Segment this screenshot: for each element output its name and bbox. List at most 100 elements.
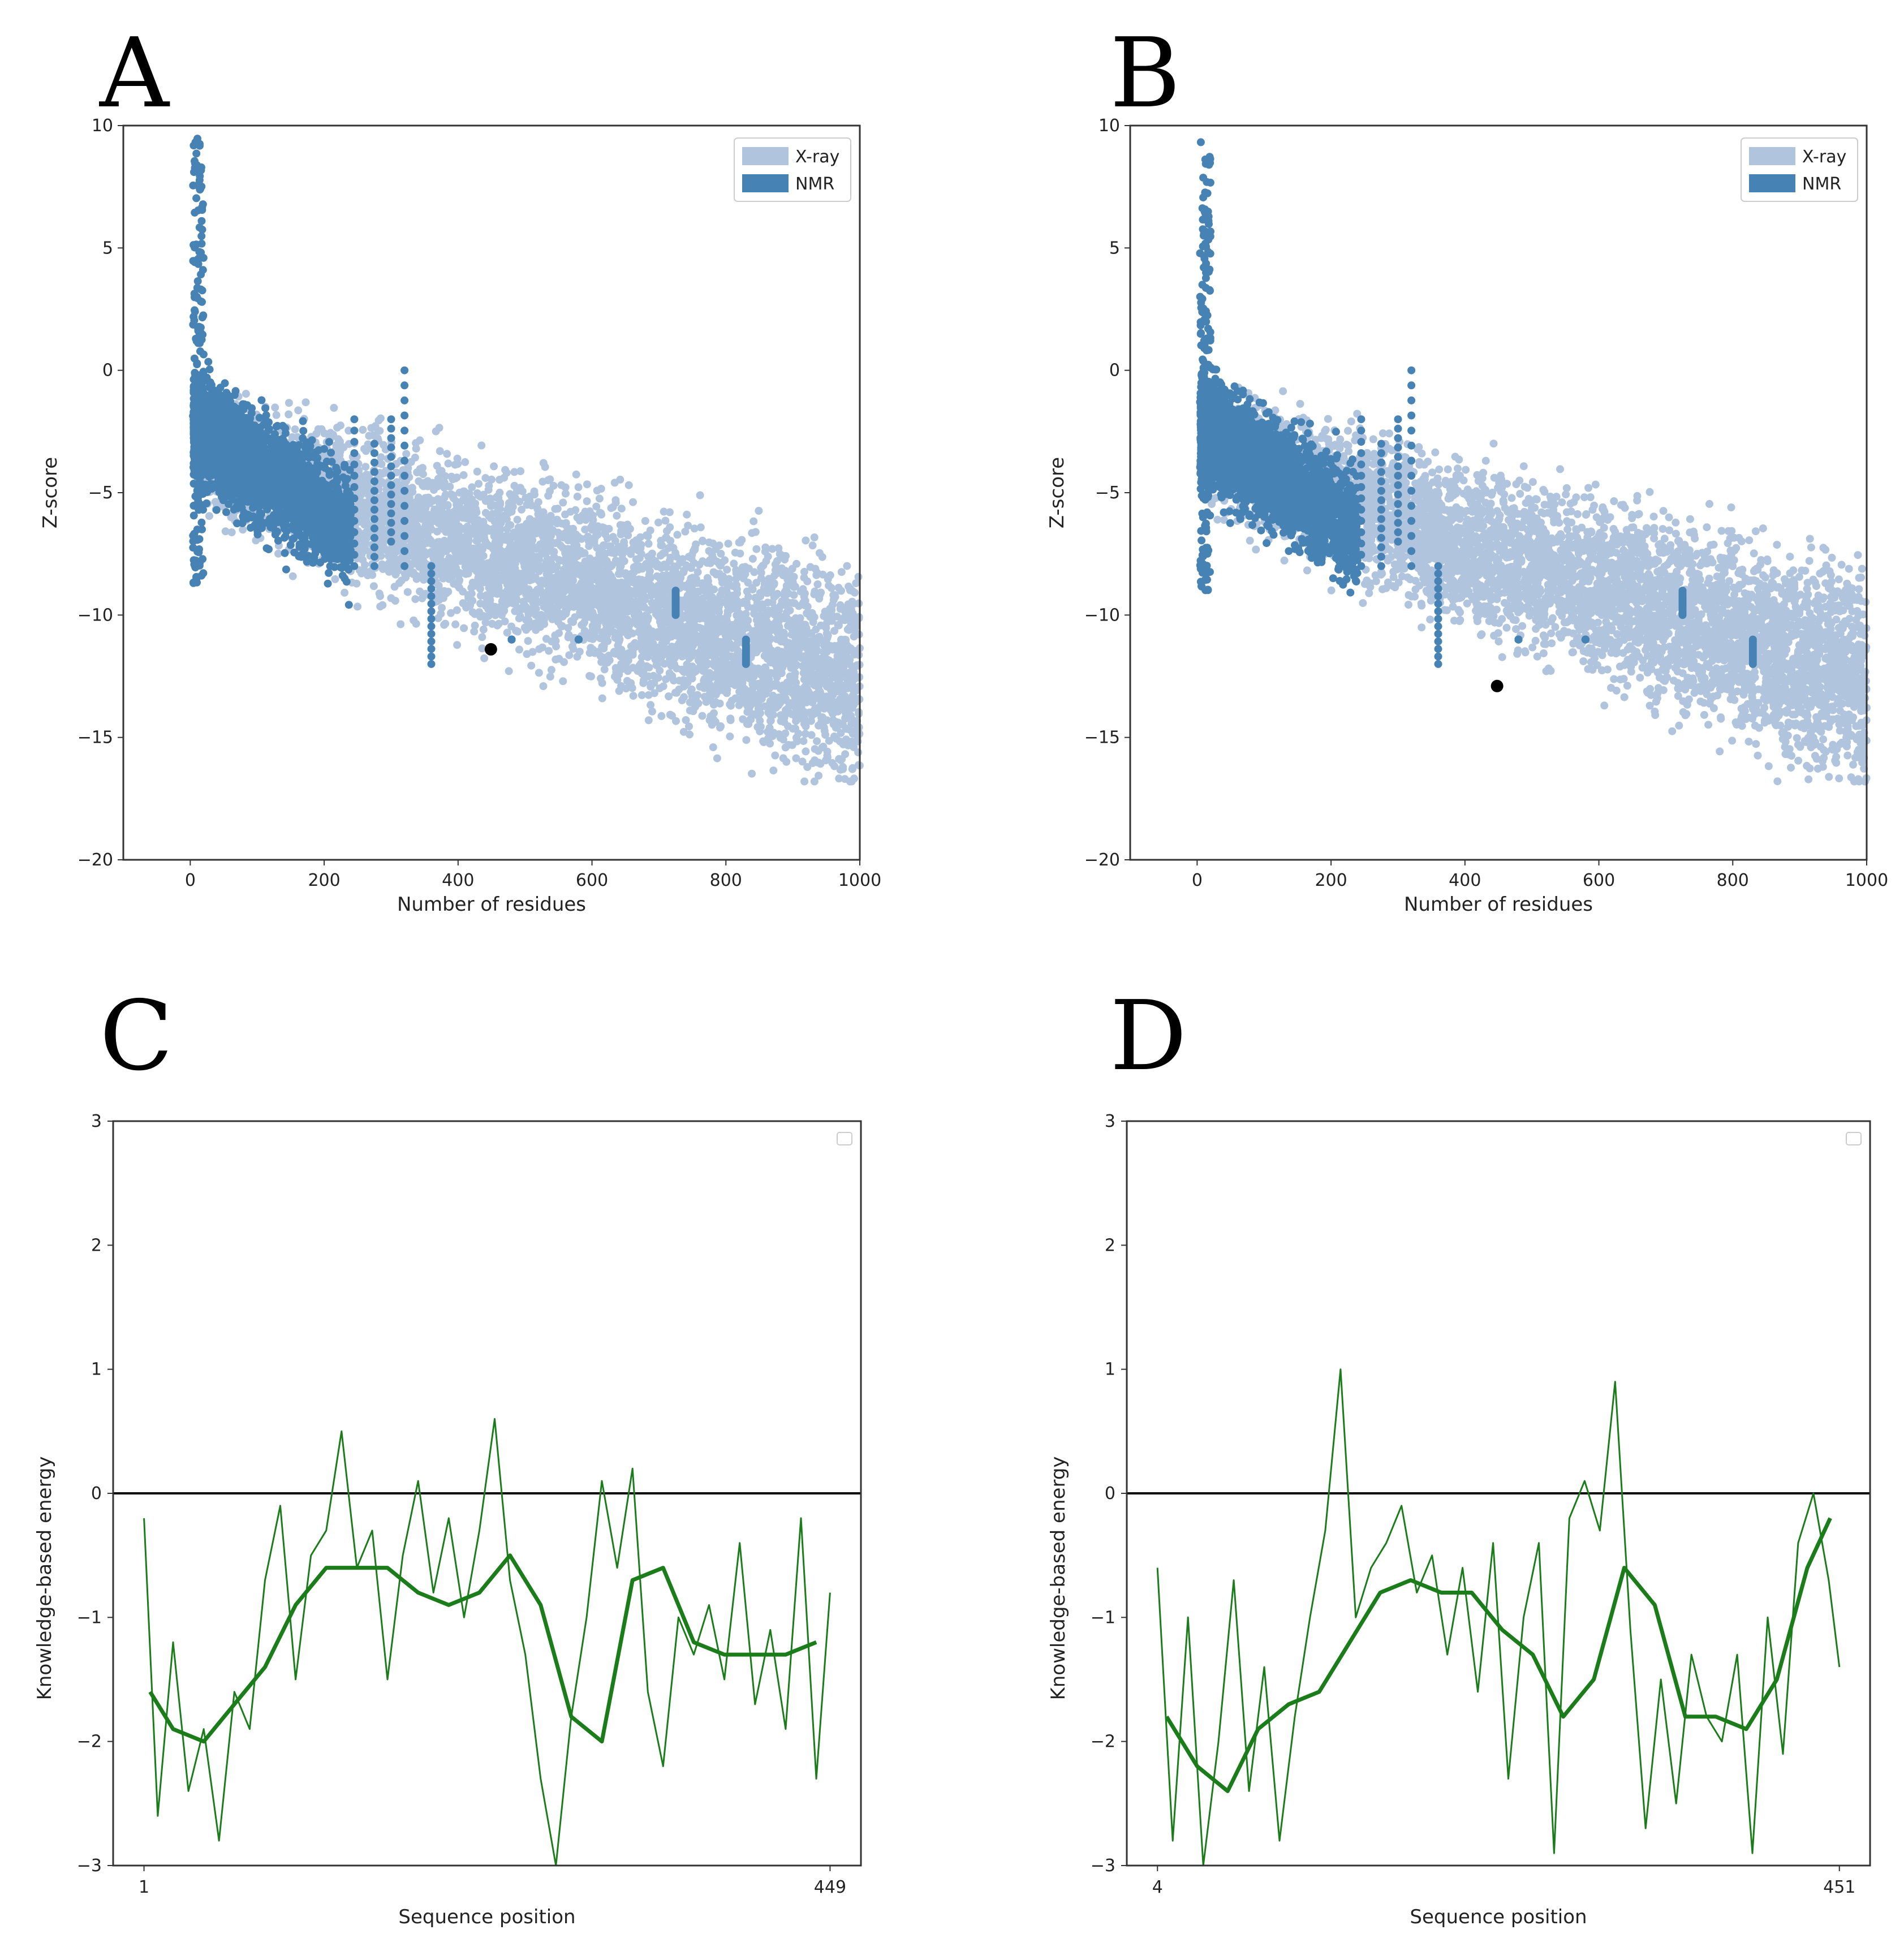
xray-point	[673, 531, 682, 539]
xray-point	[634, 667, 642, 675]
xray-point	[790, 572, 798, 581]
xray-point	[589, 511, 597, 520]
xray-point	[515, 614, 523, 623]
xray-point	[845, 624, 853, 632]
xray-point	[486, 494, 494, 503]
xray-point	[227, 528, 236, 536]
xray-point	[733, 611, 741, 619]
xray-point	[837, 587, 845, 595]
xray-point	[807, 731, 816, 739]
xray-point	[706, 593, 714, 602]
xray-point	[768, 681, 776, 690]
xray-point	[575, 648, 584, 656]
xray-point	[695, 612, 704, 621]
xray-point	[587, 672, 595, 680]
xray-point	[638, 646, 647, 654]
xray-point	[749, 517, 758, 525]
xray-point	[436, 501, 444, 510]
xray-point	[847, 617, 855, 626]
xray-point	[825, 736, 833, 745]
xray-point	[471, 621, 479, 630]
xray-point	[721, 556, 729, 565]
xray-point	[443, 450, 451, 458]
xray-point	[817, 621, 825, 630]
xray-point	[412, 619, 420, 628]
xray-point	[756, 722, 765, 731]
xray-point	[607, 504, 615, 512]
xray-point	[359, 547, 367, 555]
xray-point	[453, 501, 461, 509]
xray-point	[755, 507, 763, 515]
xray-point	[662, 563, 671, 571]
xray-point	[826, 571, 834, 579]
xray-point	[451, 460, 459, 469]
xray-point	[464, 497, 473, 506]
xray-point	[484, 486, 493, 494]
xray-point	[374, 416, 383, 425]
xray-point	[854, 748, 863, 757]
xray-point	[828, 759, 837, 767]
xray-point	[834, 621, 842, 629]
xray-point	[750, 640, 758, 649]
xray-point	[530, 487, 539, 496]
xray-point	[601, 549, 610, 558]
xray-point	[461, 458, 469, 466]
xray-point	[546, 603, 554, 611]
xray-point	[429, 479, 437, 487]
xray-point	[397, 620, 405, 628]
xray-point	[644, 716, 653, 725]
xray-point	[837, 568, 846, 576]
xray-point	[657, 712, 666, 720]
xray-point	[671, 575, 679, 584]
xray-point	[533, 504, 542, 512]
xray-point	[736, 549, 744, 558]
xray-point	[511, 564, 519, 572]
xray-point	[597, 485, 605, 493]
xray-point	[802, 747, 810, 756]
xray-point	[797, 654, 805, 662]
xray-point	[617, 626, 625, 634]
xray-point	[622, 547, 630, 555]
xray-point	[757, 568, 765, 577]
xray-point	[527, 661, 536, 670]
xray-point	[709, 568, 718, 576]
xray-point	[748, 769, 756, 778]
xray-point	[726, 700, 734, 709]
xray-point	[301, 398, 310, 407]
xray-point	[765, 645, 774, 653]
xray-point	[843, 562, 851, 570]
xray-point	[762, 557, 770, 565]
xray-point	[557, 580, 565, 589]
xray-point	[511, 494, 520, 502]
xray-point	[820, 723, 828, 731]
xray-point	[623, 520, 632, 529]
xray-point	[779, 571, 787, 580]
xray-point	[846, 586, 854, 595]
panel-letter: A	[99, 18, 170, 130]
xray-point	[359, 425, 367, 434]
xray-point	[659, 682, 667, 691]
xray-point	[583, 480, 591, 489]
xray-point	[808, 609, 816, 617]
xray-point	[719, 667, 727, 675]
xray-point	[500, 473, 509, 482]
xray-point	[438, 604, 446, 612]
xray-point	[704, 660, 713, 668]
xray-point	[732, 651, 740, 660]
xray-point	[589, 645, 597, 654]
xray-point	[503, 593, 511, 602]
xray-point	[450, 558, 458, 567]
xray-point	[606, 562, 615, 571]
xray-point	[694, 656, 703, 665]
xray-point	[851, 720, 860, 728]
xray-point	[588, 596, 597, 604]
xray-point	[430, 486, 438, 494]
xray-point	[647, 679, 655, 688]
xray-point	[641, 517, 649, 525]
xray-point	[733, 585, 741, 593]
xray-point	[590, 536, 598, 545]
xray-point	[411, 453, 419, 462]
xray-point	[732, 569, 740, 578]
xray-point	[391, 597, 399, 605]
xray-point	[782, 688, 790, 697]
